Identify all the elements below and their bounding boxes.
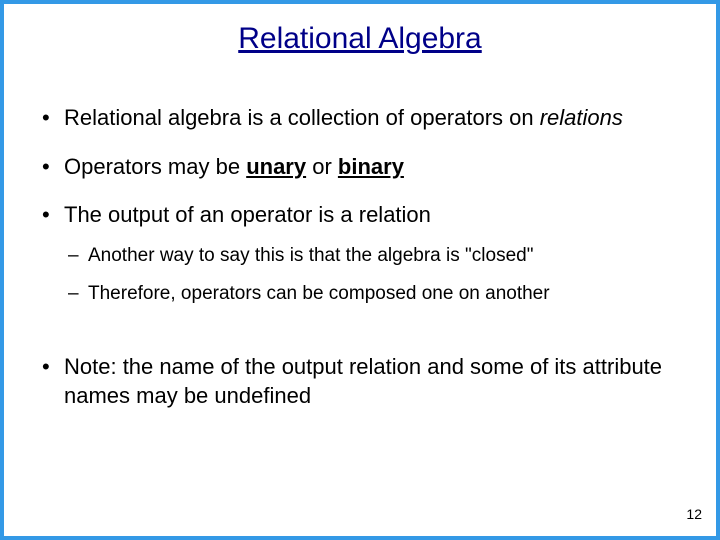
slide-content: Relational algebra is a collection of op… (4, 56, 716, 410)
spacer (40, 327, 680, 353)
bullet-2: Operators may be unary or binary (40, 153, 680, 182)
slide-title: Relational Algebra (4, 4, 716, 56)
page-number: 12 (686, 506, 702, 522)
bullet-4: Note: the name of the output relation an… (40, 353, 680, 410)
bullet-1-text: Relational algebra is a collection of op… (64, 105, 540, 130)
bullet-1-term: relations (540, 105, 623, 130)
bullet-2-binary: binary (338, 154, 404, 179)
sub-bullet-1: Another way to say this is that the alge… (64, 244, 680, 269)
bullet-list: Relational algebra is a collection of op… (40, 104, 680, 307)
bullet-3: The output of an operator is a relation … (40, 201, 680, 307)
bullet-list-2: Note: the name of the output relation an… (40, 353, 680, 410)
bullet-2-or: or (306, 154, 338, 179)
bullet-3-text: The output of an operator is a relation (64, 202, 431, 227)
bullet-2-unary: unary (246, 154, 306, 179)
sub-bullet-list: Another way to say this is that the alge… (64, 244, 680, 307)
sub-bullet-2: Therefore, operators can be composed one… (64, 282, 680, 307)
bullet-1: Relational algebra is a collection of op… (40, 104, 680, 133)
bullet-2-pre: Operators may be (64, 154, 246, 179)
